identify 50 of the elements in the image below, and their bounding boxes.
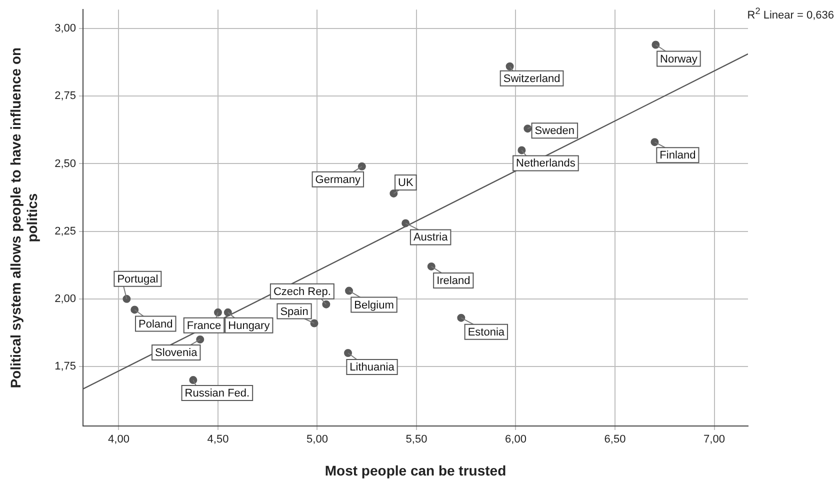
x-tick-label: 4,50 [207, 434, 229, 446]
point [652, 40, 660, 49]
y-tick-label: 1,75 [54, 360, 76, 373]
annotation: Switzerland [503, 72, 560, 85]
y-tick-label: 2,00 [54, 292, 76, 305]
annotation: France [186, 320, 222, 332]
x-axis-title: Most people can be trusted [324, 462, 506, 478]
x-tick-label: 4,00 [108, 434, 130, 446]
x-tick-label: 5,50 [406, 434, 428, 446]
annotation: Ireland [436, 275, 470, 287]
annotation: R$^{2}$ Linear = 0,636 [747, 6, 834, 22]
point [344, 348, 352, 357]
x-tick-label: 6,00 [505, 434, 526, 446]
annotation: Russian Fed. [184, 388, 250, 400]
point [345, 286, 354, 295]
y-tick-label: 2,25 [54, 225, 76, 238]
point [214, 308, 222, 316]
point [650, 138, 659, 146]
annotation: Portugal [117, 273, 158, 286]
point [310, 319, 318, 328]
annotation: Lithuania [350, 362, 396, 374]
annotation: Spain [280, 306, 308, 318]
x-tick-label: 5,00 [306, 434, 328, 446]
annotation: Norway [660, 53, 698, 66]
annotation: Netherlands [516, 158, 576, 170]
annotation: Poland [138, 318, 173, 330]
annotation: Germany [315, 174, 362, 186]
annotation: Estonia [468, 326, 506, 338]
annotation: Hungary [228, 320, 270, 332]
point [524, 124, 532, 133]
point [402, 219, 410, 228]
point [130, 306, 139, 314]
point [358, 162, 366, 170]
y-tick-label: 3,00 [54, 22, 76, 35]
annotation: Sweden [534, 125, 575, 138]
annotation: Finland [660, 150, 696, 162]
y-tick-label: 2,75 [54, 90, 76, 102]
point [518, 146, 526, 154]
x-tick-label: 7,00 [704, 434, 725, 446]
y-axis-title: Political system allows people to have influence on politics [7, 47, 40, 388]
y-tick-label: 2,50 [54, 158, 76, 170]
point [506, 62, 514, 70]
point [390, 189, 398, 198]
annotation: UK [398, 176, 414, 189]
annotation: Slovenia [155, 347, 198, 360]
point [457, 314, 466, 322]
annotation: Czech Rep. [273, 286, 331, 298]
annotation: Belgium [354, 299, 394, 312]
annotation: Austria [413, 232, 449, 244]
x-tick-label: 6,50 [604, 434, 626, 446]
